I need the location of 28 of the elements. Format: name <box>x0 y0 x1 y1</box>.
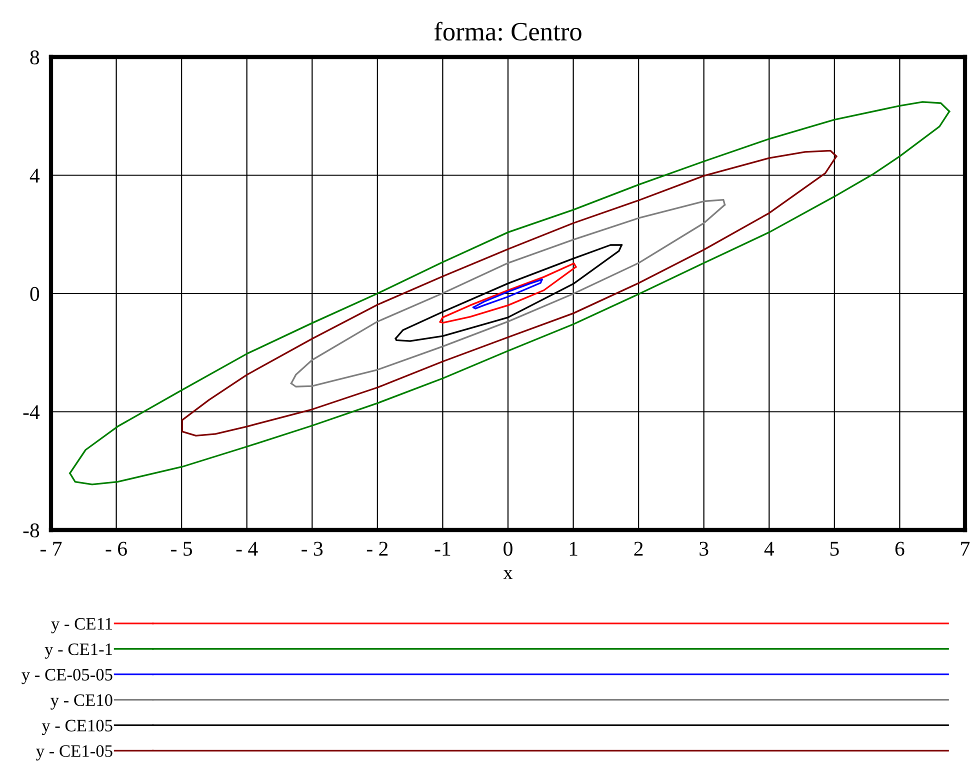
legend-label: y - CE105 <box>42 720 112 736</box>
x-tick-label: 5 <box>830 542 839 556</box>
x-tick-label: 2 <box>634 542 643 556</box>
chart-title: forma: Centro <box>434 22 582 41</box>
x-tick-label: 4 <box>764 542 774 556</box>
x-tick-label: - 6 <box>106 542 127 556</box>
x-tick-label: - 3 <box>302 542 323 556</box>
legend-label: y - CE11 <box>51 618 112 634</box>
x-axis-title: x <box>503 570 513 580</box>
y-tick-label: -8 <box>23 523 40 538</box>
x-tick-label: - 4 <box>236 542 258 556</box>
x-tick-label: - 7 <box>40 542 62 556</box>
legend-label: y - CE-05-05 <box>22 668 112 684</box>
x-tick-label: - 2 <box>366 542 388 556</box>
legend-label: y - CE1-1 <box>44 643 112 659</box>
legend-label: y - CE1-05 <box>36 745 112 760</box>
x-tick-label: - 5 <box>171 542 192 556</box>
y-tick-label: 8 <box>30 50 40 64</box>
legend-label: y - CE10 <box>50 694 112 710</box>
x-tick-label: 0 <box>504 542 512 556</box>
y-tick-label: 4 <box>30 168 40 182</box>
x-tick-label: 7 <box>961 542 970 556</box>
x-tick-label: 3 <box>700 542 708 556</box>
y-tick-label: 0 <box>30 286 40 301</box>
y-tick-label: -4 <box>23 405 40 419</box>
x-tick-label: -1 <box>434 542 450 556</box>
x-tick-label: 6 <box>895 542 904 556</box>
x-tick-label: 1 <box>570 542 578 556</box>
